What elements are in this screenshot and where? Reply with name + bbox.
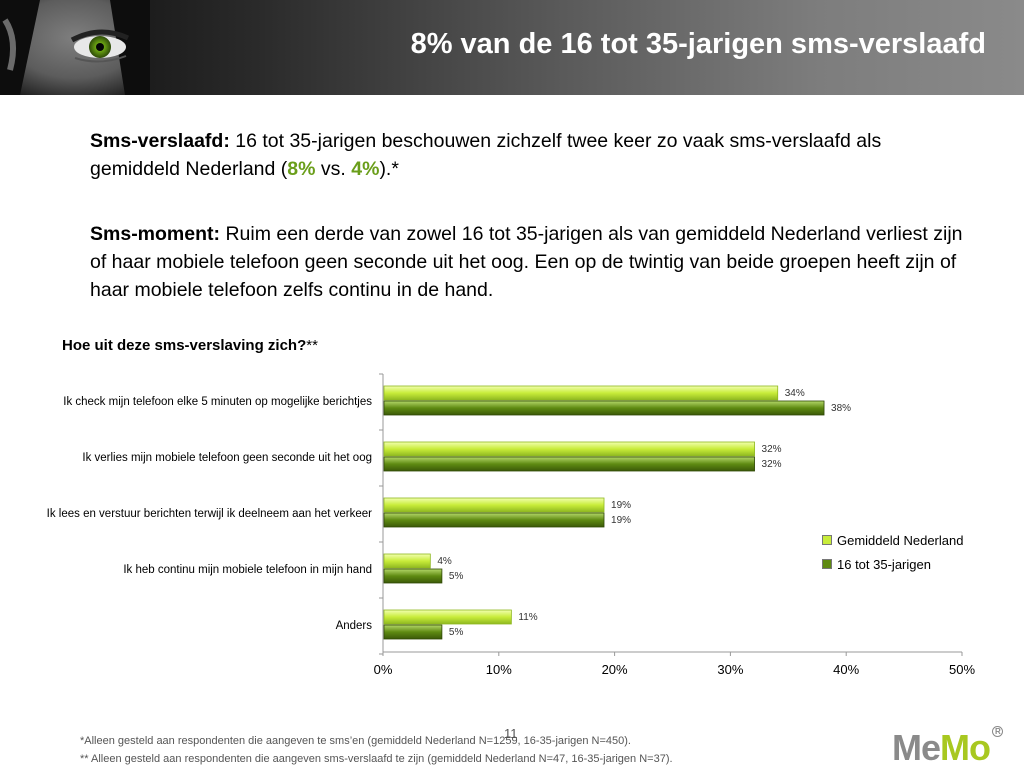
value-label: 32% — [762, 444, 782, 455]
chart-legend: Gemiddeld Nederland 16 tot 35-jarigen — [822, 528, 963, 576]
x-tick-label: 0% — [374, 662, 393, 677]
footnote: ** Alleen gesteld aan respondenten die a… — [80, 753, 673, 765]
legend-item: Gemiddeld Nederland — [822, 528, 963, 552]
category-label: Ik heb continu mijn mobiele telefoon in … — [123, 564, 372, 576]
value-label: 38% — [831, 403, 851, 414]
x-tick-label: 40% — [833, 662, 859, 677]
category-label: Ik verlies mijn mobiele telefoon geen se… — [82, 452, 372, 464]
footnote: *Alleen gesteld aan respondenten die aan… — [80, 735, 631, 747]
chart-title: Hoe uit deze sms-verslaving zich?** — [62, 337, 318, 354]
bar — [383, 624, 443, 640]
x-tick-label: 20% — [602, 662, 628, 677]
page-number: 11 — [504, 726, 518, 741]
face-photo — [0, 0, 150, 95]
legend-label: Gemiddeld Nederland — [837, 532, 964, 548]
value-label: 5% — [449, 627, 464, 638]
bar — [383, 497, 605, 513]
highlight-value: 4% — [351, 158, 380, 180]
bar — [383, 441, 755, 457]
header-banner: 8% van de 16 tot 35-jarigen sms-verslaaf… — [0, 0, 1024, 95]
paragraph-label: Sms-moment: — [90, 223, 221, 245]
category-label: Ik check mijn telefoon elke 5 minuten op… — [63, 396, 372, 408]
value-label: 19% — [611, 515, 631, 526]
paragraph-text: vs. — [315, 158, 352, 180]
page-title: 8% van de 16 tot 35-jarigen sms-verslaaf… — [410, 28, 986, 60]
value-label: 19% — [611, 500, 631, 511]
x-tick-label: 50% — [949, 662, 975, 677]
paragraph-sms-moment: Sms-moment: Ruim een derde van zowel 16 … — [90, 220, 970, 304]
memo-logo: MeMo R — [892, 726, 1003, 769]
highlight-value: 8% — [287, 158, 316, 180]
x-tick-label: 10% — [486, 662, 512, 677]
bar — [383, 609, 512, 625]
legend-label: 16 tot 35-jarigen — [837, 556, 931, 572]
bar — [383, 512, 605, 528]
legend-swatch — [822, 559, 832, 569]
bar — [383, 400, 825, 416]
paragraph-text: ).* — [379, 158, 399, 180]
bar — [383, 385, 779, 401]
bar — [383, 553, 431, 569]
paragraph-text: 16 tot 35-jarigen beschouwen zichzelf tw… — [90, 130, 882, 180]
paragraph-label: Sms-verslaafd: — [90, 130, 230, 152]
bar — [383, 568, 443, 584]
paragraph-text: Ruim een derde van zowel 16 tot 35-jarig… — [90, 223, 963, 301]
bar-chart: 0% 10% 20% 30% 40% 50% Ik check mijn telefoon … — [47, 373, 975, 677]
value-label: 32% — [762, 459, 782, 470]
paragraph-sms-verslaafd: Sms-verslaafd: 16 tot 35-jarigen beschou… — [90, 127, 970, 183]
value-label: 5% — [449, 571, 464, 582]
legend-item: 16 tot 35-jarigen — [822, 552, 963, 576]
value-label: 4% — [437, 556, 452, 567]
legend-swatch — [822, 535, 832, 545]
value-label: 11% — [518, 612, 537, 623]
x-tick-label: 30% — [717, 662, 743, 677]
bar — [383, 456, 755, 472]
value-label: 34% — [785, 388, 805, 399]
category-label: Ik lees en verstuur berichten terwijl ik… — [47, 508, 373, 520]
category-label: Anders — [336, 620, 373, 632]
